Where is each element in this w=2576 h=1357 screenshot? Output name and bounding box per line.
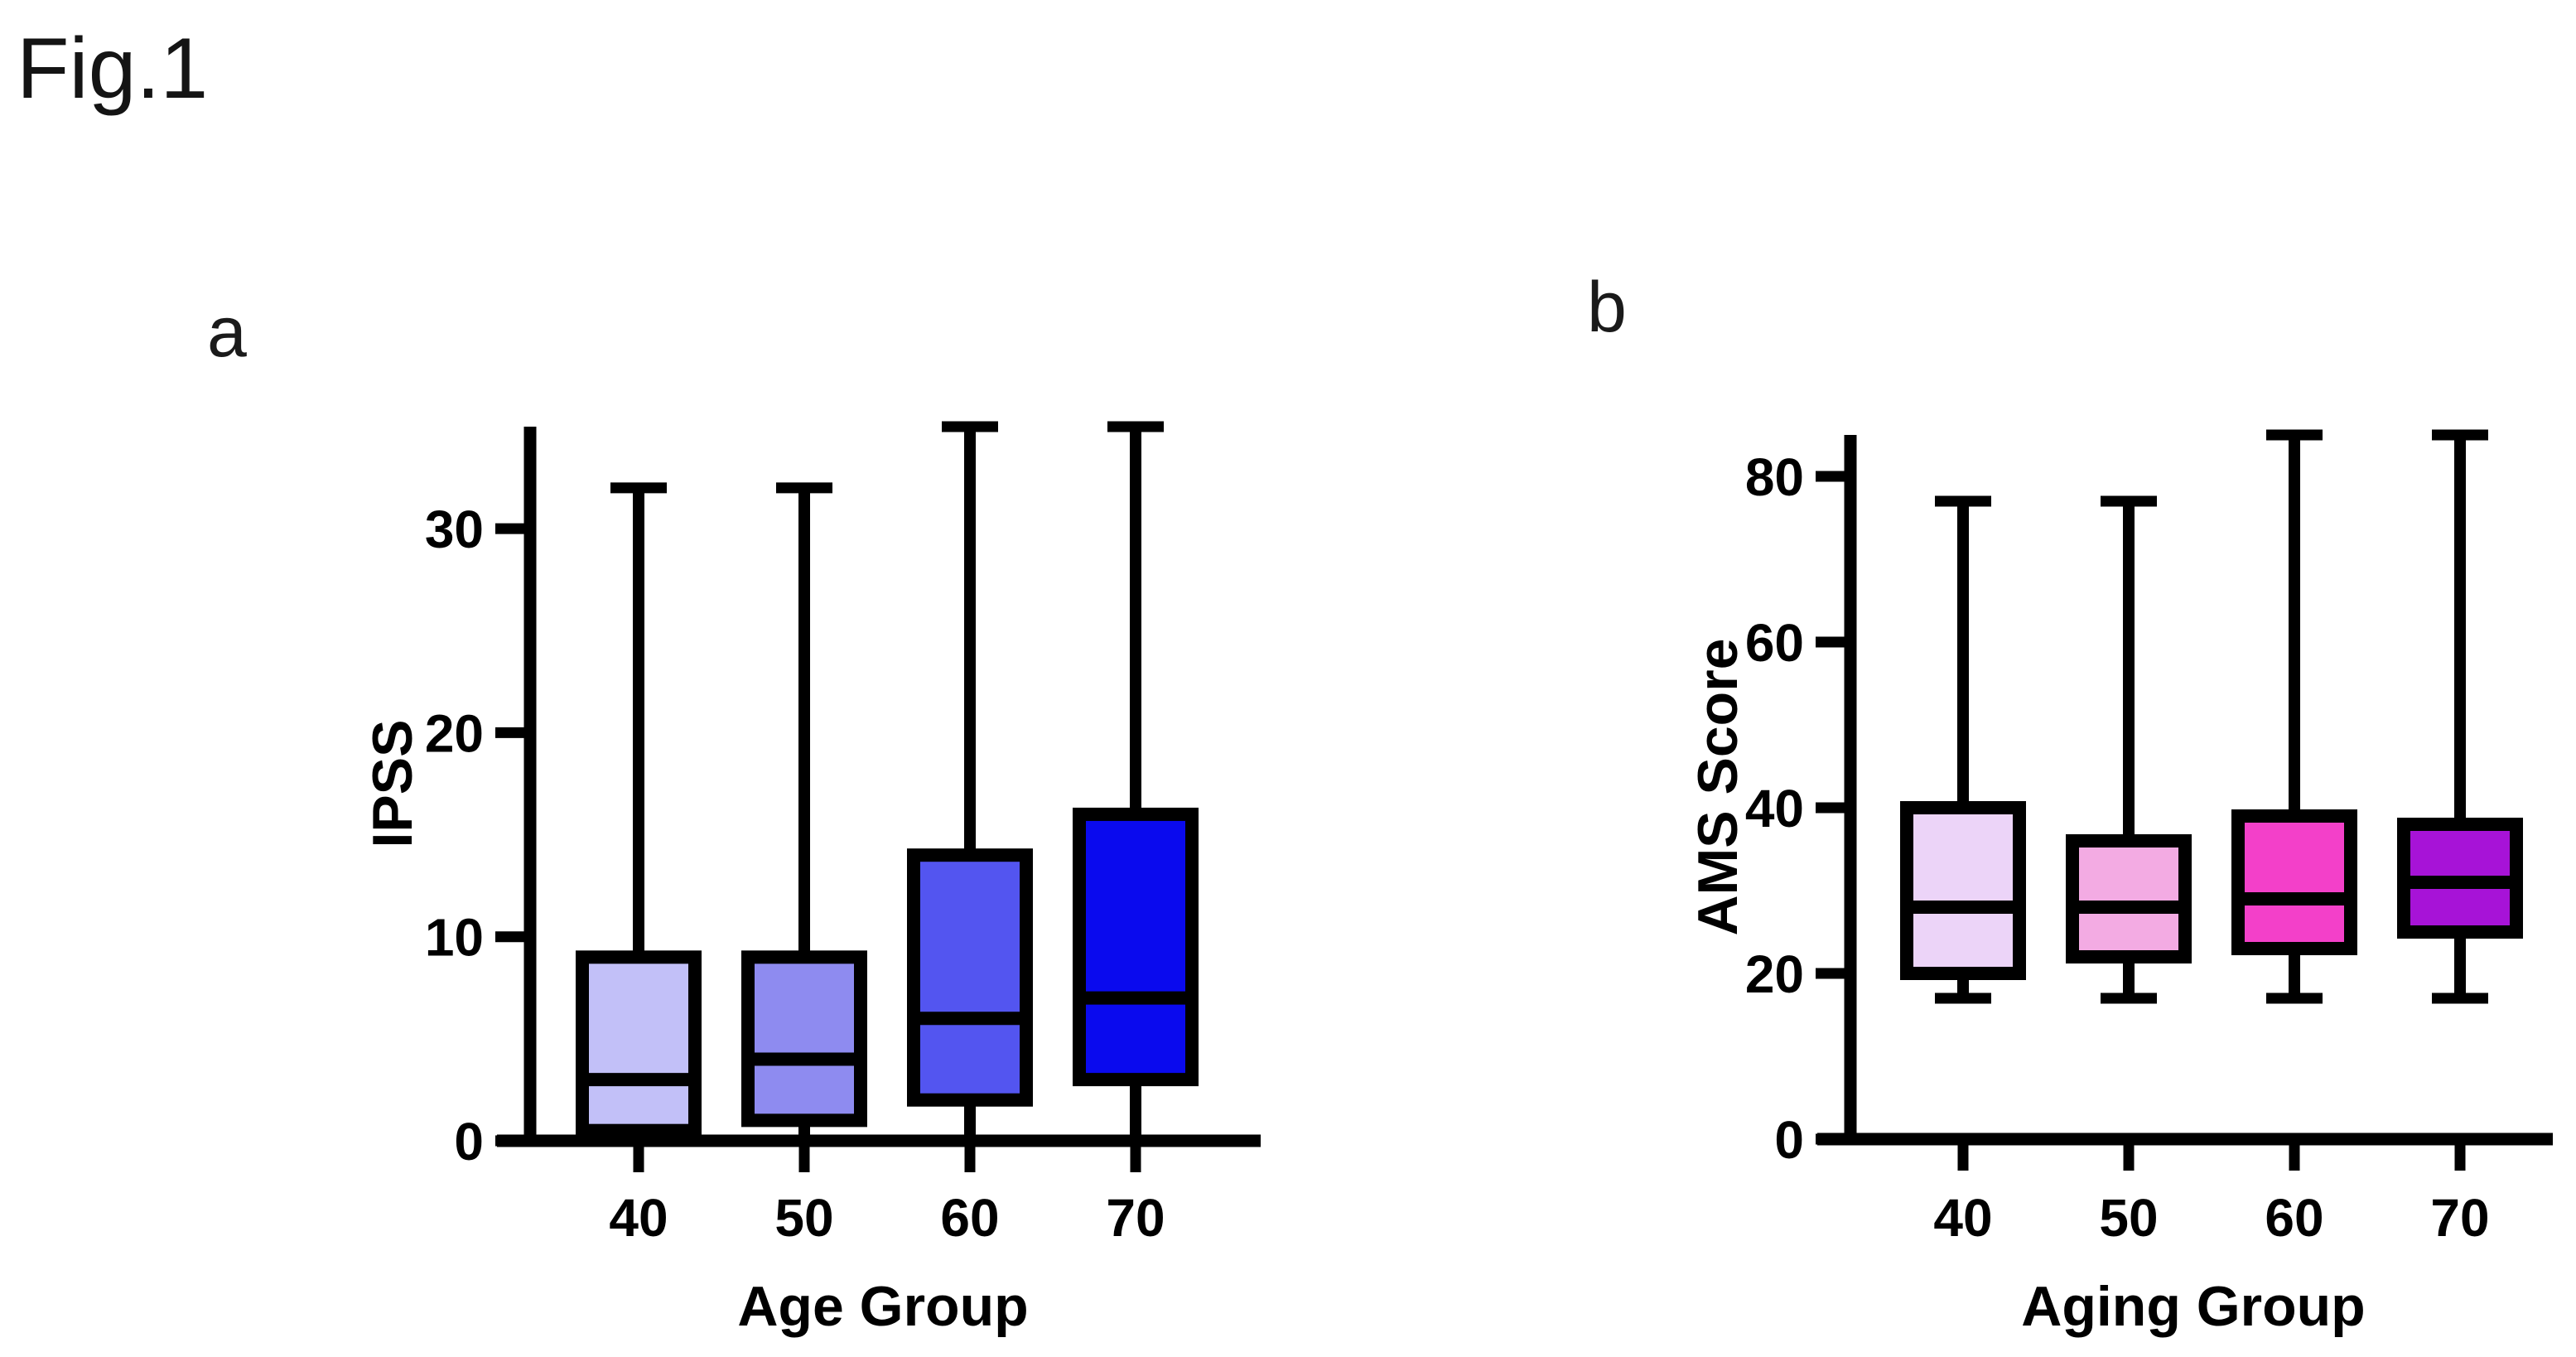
x-tick-label: 40 bbox=[1933, 1188, 1992, 1248]
box-iqr bbox=[2231, 809, 2357, 955]
boxplot-b-60 bbox=[2231, 429, 2357, 1004]
panel-b: 0 20 40 60 80 40 50 60 70 AMS Score Aging Group bbox=[1686, 429, 2553, 1338]
y-tick-label: 20 bbox=[1745, 944, 1804, 1004]
box-iqr bbox=[576, 950, 702, 1137]
y-tick-label: 20 bbox=[425, 703, 484, 763]
boxplot-b-50 bbox=[2066, 495, 2192, 1004]
x-tick-label: 50 bbox=[2099, 1188, 2158, 1248]
box-iqr bbox=[2066, 834, 2192, 963]
x-axis-title: Aging Group bbox=[2021, 1275, 2365, 1338]
box-iqr bbox=[907, 848, 1033, 1107]
panel-a-letter: a bbox=[207, 292, 247, 372]
y-tick-label: 30 bbox=[425, 500, 484, 559]
boxplot-a-70 bbox=[1073, 421, 1199, 1147]
y-tick-label: 80 bbox=[1745, 447, 1804, 507]
box-iqr bbox=[1073, 807, 1199, 1087]
y-axis-title: IPSS bbox=[361, 719, 424, 848]
x-tick-label: 60 bbox=[940, 1188, 999, 1248]
x-tick-label: 50 bbox=[774, 1188, 833, 1248]
boxplot-a-40 bbox=[576, 482, 702, 1147]
x-tick-label: 60 bbox=[2265, 1188, 2323, 1248]
box-iqr bbox=[1900, 801, 2026, 980]
y-tick-label: 60 bbox=[1745, 613, 1804, 673]
y-tick-label: 0 bbox=[1774, 1110, 1804, 1170]
panel-a: 0 10 20 30 40 50 60 70 IPSS Age Group bbox=[361, 421, 1261, 1338]
x-tick-label: 40 bbox=[609, 1188, 668, 1248]
boxplot-b-70 bbox=[2397, 429, 2523, 1004]
x-tick-label: 70 bbox=[2430, 1188, 2489, 1248]
boxplot-b-40 bbox=[1900, 495, 2026, 1004]
figure-label: Fig.1 bbox=[17, 21, 209, 117]
y-tick-label: 40 bbox=[1745, 779, 1804, 838]
y-tick-label: 10 bbox=[425, 908, 484, 968]
x-tick-label: 70 bbox=[1106, 1188, 1165, 1248]
x-axis-title: Age Group bbox=[737, 1275, 1028, 1338]
boxplot-a-50 bbox=[741, 482, 867, 1147]
box-iqr bbox=[741, 950, 867, 1128]
boxplot-a-60 bbox=[907, 421, 1033, 1147]
panel-b-letter: b bbox=[1587, 268, 1627, 347]
y-tick-label: 0 bbox=[454, 1112, 484, 1171]
y-axis-title: AMS Score bbox=[1686, 639, 1749, 936]
